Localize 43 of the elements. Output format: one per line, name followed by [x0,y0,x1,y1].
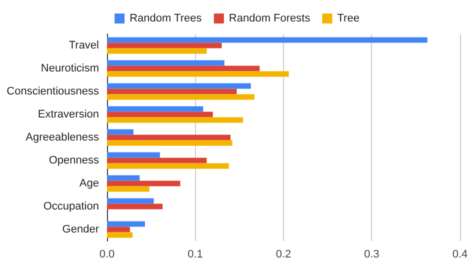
bar [107,117,243,123]
bar [107,180,180,186]
bar [107,71,289,77]
y-tick-label: Travel [68,40,99,52]
bar [107,88,237,94]
bar [107,158,207,164]
x-tick-label: 0.4 [452,248,468,260]
bar [107,94,254,100]
bar [107,112,213,118]
x-tick-label: 0.3 [364,248,380,260]
bar [107,175,140,181]
y-tick-label: Occupation [43,200,99,212]
bar [107,221,145,227]
bar [107,83,251,89]
bar [107,60,224,66]
y-tick-label: Agreeableness [26,132,100,144]
bar [107,66,260,72]
y-tick-label: Conscientiousness [6,86,100,98]
bar [107,152,160,158]
x-tick-label: 0.0 [99,248,115,260]
bar [107,186,150,192]
bar [107,48,207,54]
y-tick-label: Age [79,178,99,190]
legend-label: Random Forests [228,12,311,24]
bar [107,134,231,140]
x-tick-label: 0.1 [188,248,203,260]
x-tick-label: 0.2 [276,248,292,260]
bar [107,140,232,146]
bar [107,129,134,135]
y-tick-label: Extraversion [38,108,99,120]
y-tick-label: Openness [48,154,100,166]
legend-label: Tree [337,12,360,24]
bar [107,198,154,204]
bar [107,37,428,43]
bar [107,42,222,48]
bar [107,232,133,238]
legend-label: Random Trees [130,12,202,24]
y-tick-label: Neuroticism [40,62,99,74]
bar [107,106,204,112]
bar [107,226,130,232]
bar [107,163,229,169]
bar [107,204,163,210]
y-tick-label: Gender [62,224,100,236]
